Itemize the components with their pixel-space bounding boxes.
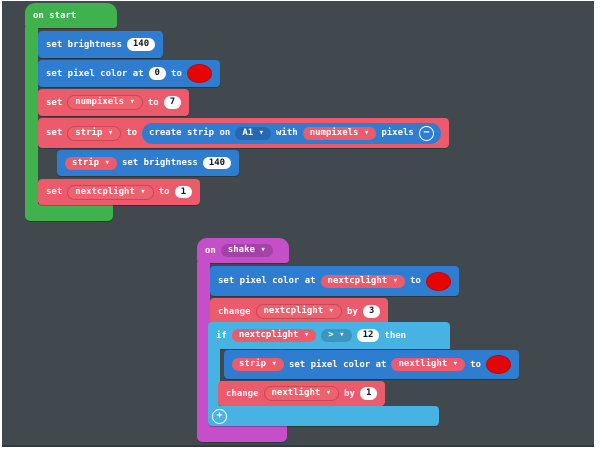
pin-dropdown[interactable]: A1 ▾ <box>235 126 272 140</box>
set-pixel-color-label: set pixel color at <box>288 359 387 370</box>
set-pixel-color-label: set pixel color at <box>46 68 144 79</box>
to-label: to <box>158 187 170 197</box>
nextcplight-variable-pill[interactable]: nextcplight ▾ <box>231 329 317 342</box>
on-shake-hat-block[interactable]: on shake ▾ <box>197 238 289 263</box>
create-strip-label: create strip on <box>149 128 231 138</box>
change-label: change <box>218 306 251 317</box>
block-set-pixel-color[interactable]: set pixel color at 0 to <box>38 60 220 87</box>
nextcplight-variable-dropdown[interactable]: nextcplight ▾ <box>67 184 154 200</box>
set-label: set <box>46 97 63 108</box>
change-label: change <box>226 388 259 399</box>
to-label: to <box>126 128 138 138</box>
block-strip-set-pixel-color[interactable]: strip ▾ set pixel color at nextlight ▾ t… <box>224 350 519 379</box>
to-label: to <box>147 97 159 108</box>
block-change-nextlight[interactable]: change nextlight ▾ by 1 <box>218 381 386 406</box>
strip-variable-dropdown[interactable]: strip ▾ <box>67 125 122 141</box>
to-label: to <box>410 276 421 286</box>
to-label: to <box>470 359 481 370</box>
block-set-nextcplight[interactable]: set nextcplight ▾ to 1 <box>38 179 200 205</box>
block-if-header[interactable]: if nextcplight ▾ > ▾ 12 then <box>208 322 450 349</box>
collapse-minus-icon[interactable]: − <box>418 125 434 141</box>
if-block-spine <box>208 349 220 408</box>
color-picker-red-swatch[interactable] <box>186 64 212 83</box>
strip-brightness-value-input[interactable]: 140 <box>202 156 232 170</box>
block-set-numpixels[interactable]: set numpixels ▾ to 7 <box>38 89 190 116</box>
change-value-input[interactable]: 3 <box>362 305 381 318</box>
on-start-bottom-cap <box>25 204 113 221</box>
on-label: on <box>205 245 216 256</box>
pixels-label: pixels <box>381 128 414 138</box>
if-label: if <box>216 330 227 341</box>
then-label: then <box>384 330 407 341</box>
block-set-strip[interactable]: set strip ▾ to create strip on A1 ▾ with… <box>38 118 449 148</box>
with-label: with <box>276 128 298 138</box>
set-brightness-label: set brightness <box>46 39 122 50</box>
nextcplight-value-input[interactable]: 1 <box>174 185 192 199</box>
comparison-operator-dropdown[interactable]: > ▾ <box>321 329 352 342</box>
strip-variable-pill[interactable]: strip ▾ <box>232 358 284 371</box>
set-brightness-label: set brightness <box>121 158 198 168</box>
on-shake-bottom-cap <box>197 426 287 442</box>
block-create-strip[interactable]: create strip on A1 ▾ with numpixels ▾ pi… <box>142 122 441 144</box>
numpixels-value-input[interactable]: 7 <box>163 96 182 109</box>
block-set-brightness[interactable]: set brightness 140 <box>38 31 164 58</box>
block-change-nextcplight[interactable]: change nextcplight ▾ by 3 <box>210 298 389 325</box>
set-pixel-color-label: set pixel color at <box>218 276 316 286</box>
comparison-value-input[interactable]: 12 <box>356 329 380 342</box>
strip-variable-pill[interactable]: strip ▾ <box>65 156 117 170</box>
nextlight-variable-dropdown[interactable]: nextlight ▾ <box>263 386 340 401</box>
block-set-pixel-color-nextcplight[interactable]: set pixel color at nextcplight ▾ to <box>210 266 459 296</box>
on-start-label: on start <box>33 10 77 21</box>
blocks-workspace[interactable]: on start set brightness 140 set pixel co… <box>2 1 594 447</box>
by-label: by <box>346 306 358 317</box>
set-label: set <box>46 187 63 197</box>
to-label: to <box>170 68 182 79</box>
brightness-value-input[interactable]: 140 <box>126 38 156 51</box>
numpixels-variable-dropdown[interactable]: numpixels ▾ <box>67 95 143 110</box>
change-value-input[interactable]: 1 <box>359 387 378 400</box>
on-shake-spine <box>197 262 210 428</box>
block-strip-set-brightness[interactable]: strip ▾ set brightness 140 <box>57 150 240 176</box>
on-start-hat-block[interactable]: on start <box>25 3 117 28</box>
color-picker-red-swatch[interactable] <box>425 271 451 291</box>
pixel-index-input[interactable]: 0 <box>148 67 166 80</box>
nextlight-variable-pill[interactable]: nextlight ▾ <box>391 358 466 371</box>
on-start-spine <box>25 27 38 206</box>
nextcplight-variable-dropdown[interactable]: nextcplight ▾ <box>255 304 342 319</box>
numpixels-variable-pill[interactable]: numpixels ▾ <box>302 126 377 140</box>
expand-plus-icon[interactable]: + <box>212 408 227 424</box>
block-if-bottom-bar: + <box>208 406 439 426</box>
color-picker-red-swatch[interactable] <box>485 355 511 374</box>
gesture-dropdown[interactable]: shake ▾ <box>220 244 273 257</box>
nextcplight-variable-pill[interactable]: nextcplight ▾ <box>320 274 405 288</box>
by-label: by <box>344 388 355 399</box>
set-label: set <box>46 128 63 138</box>
